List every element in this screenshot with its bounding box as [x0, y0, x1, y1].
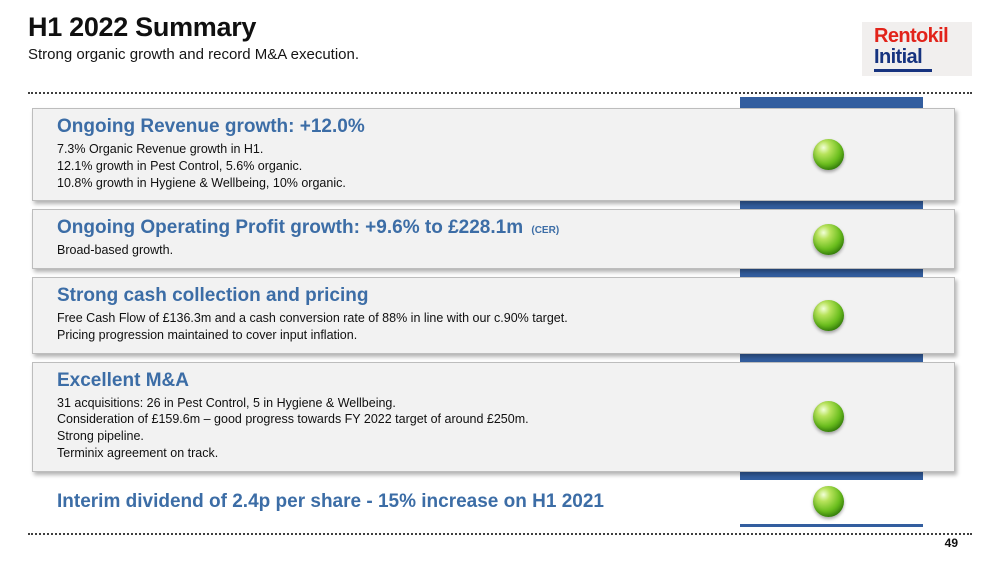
page-number: 49	[944, 536, 958, 550]
section-body-line: 7.3% Organic Revenue growth in H1.	[57, 142, 264, 156]
status-ball-green-icon	[813, 486, 844, 517]
section-body-line: 10.8% growth in Hygiene & Wellbeing, 10%…	[57, 175, 346, 190]
logo-rentokil-text: Rentokil	[874, 25, 949, 47]
summary-section: Ongoing Revenue growth: +12.0% 7.3% Orga…	[32, 108, 955, 202]
section-heading-text: Interim dividend of 2.4p per share - 15%…	[57, 490, 604, 512]
slide-header: H1 2022 Summary Strong organic growth an…	[28, 12, 359, 63]
section-body-line: 31 acquisitions: 26 in Pest Control, 5 i…	[57, 395, 396, 410]
status-ball-green-icon	[813, 223, 844, 255]
status-ball-green-icon	[813, 139, 844, 171]
section-body: 31 acquisitions: 26 in Pest Control, 5 i…	[57, 395, 804, 462]
section-body: Free Cash Flow of £136.3m and a cash con…	[57, 310, 804, 344]
status-ball-green-icon	[813, 299, 844, 331]
page-title: H1 2022 Summary	[28, 12, 257, 42]
section-heading: Interim dividend of 2.4p per share - 15%…	[57, 491, 804, 513]
top-divider	[28, 92, 972, 94]
section-body-line: Free Cash Flow of £136.3m and a cash con…	[57, 311, 568, 325]
section-heading-text: Ongoing Revenue growth: +12.0%	[57, 116, 365, 137]
section-heading: Strong cash collection and pricing	[57, 285, 804, 307]
summary-section: Excellent M&A 31 acquisitions: 26 in Pes…	[32, 361, 955, 472]
section-heading-suffix: (CER)	[531, 225, 560, 237]
section-heading: Ongoing Revenue growth: +12.0%	[57, 116, 804, 138]
summary-section: Ongoing Operating Profit growth: +9.6% t…	[32, 209, 955, 269]
sections: Ongoing Revenue growth: +12.0% 7.3% Orga…	[32, 108, 955, 524]
section-body: 7.3% Organic Revenue growth in H1. 12.1% …	[57, 141, 804, 191]
section-body: Broad-based growth.	[57, 242, 804, 259]
section-body-line: Broad-based growth.	[57, 243, 174, 258]
section-body-line: Strong pipeline.	[57, 429, 144, 443]
status-ball-green-icon	[813, 401, 844, 432]
logo-initial-text: Initial	[874, 47, 932, 72]
summary-section: Strong cash collection and pricing Free …	[32, 277, 955, 354]
section-heading: Excellent M&A	[57, 370, 804, 392]
page-subtitle: Strong organic growth and record M&A exe…	[28, 46, 360, 63]
summary-section: Interim dividend of 2.4p per share - 15%…	[32, 479, 955, 524]
section-body-line: 12.1% growth in Pest Control, 5.6% organ…	[57, 158, 303, 173]
section-heading-text: Ongoing Operating Profit growth: +9.6% t…	[57, 217, 524, 239]
section-heading-text: Excellent M&A	[57, 369, 189, 391]
section-heading: Ongoing Operating Profit growth: +9.6% t…	[57, 217, 804, 239]
bottom-divider	[28, 533, 972, 535]
section-body-line: Pricing progression maintained to cover …	[57, 327, 358, 342]
section-body-line: Terminix agreement on track.	[57, 445, 219, 460]
section-heading-text: Strong cash collection and pricing	[57, 285, 369, 306]
section-body-line: Consideration of £159.6m – good progress…	[57, 412, 529, 427]
rentokil-initial-logo: Rentokil Initial	[862, 22, 972, 76]
